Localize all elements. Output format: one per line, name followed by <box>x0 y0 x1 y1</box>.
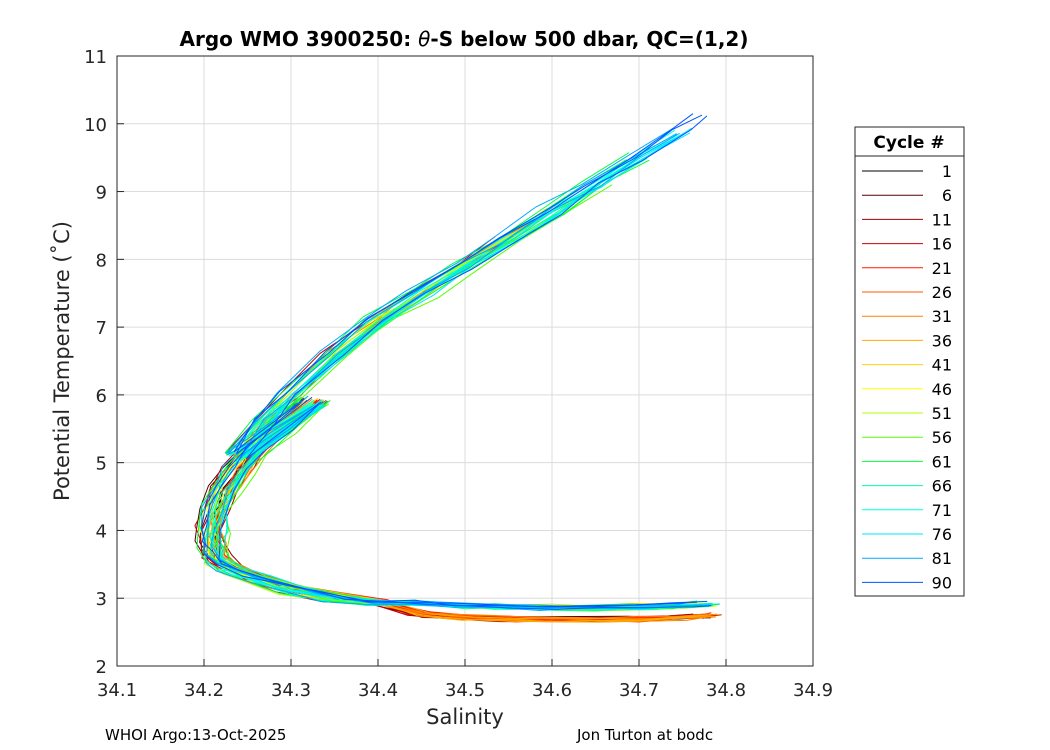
profile-line-cycle-71 <box>203 132 702 610</box>
profile-curves <box>194 113 722 623</box>
footer-right: Jon Turton at bodc <box>577 726 714 744</box>
profile-line-cycle-61 <box>198 152 698 607</box>
profile-line-cycle-66 <box>215 154 712 610</box>
x-tick-label: 34.2 <box>184 680 224 701</box>
y-tick-label: 4 <box>96 521 107 542</box>
y-tick-label: 3 <box>96 589 107 610</box>
profile-line-cycle-71 <box>210 132 710 611</box>
legend-label: 51 <box>932 404 952 423</box>
legend-label: 66 <box>932 477 952 496</box>
legend-label: 6 <box>942 186 952 205</box>
profile-line-cycle-81 <box>210 132 712 610</box>
profile-line-cycle-81 <box>201 127 692 608</box>
legend-label: 61 <box>932 452 952 471</box>
x-tick-label: 34.6 <box>532 680 572 701</box>
profile-line-cycle-76 <box>221 127 720 610</box>
x-tick-label: 34.5 <box>445 680 485 701</box>
legend-label: 71 <box>932 501 952 520</box>
legend-label: 41 <box>932 356 952 375</box>
y-tick-label: 11 <box>84 47 107 68</box>
y-tick-label: 5 <box>96 454 107 475</box>
legend-title: Cycle # <box>873 133 944 153</box>
legend-label: 31 <box>932 307 952 326</box>
profile-line-cycle-51 <box>206 187 710 611</box>
legend-box <box>854 126 965 597</box>
profile-line-cycle-61 <box>196 159 695 610</box>
profile-line-cycle-71 <box>207 129 705 610</box>
legend-label: 16 <box>932 235 952 254</box>
profile-line-cycle-76 <box>212 132 712 610</box>
chart-title-symbol: θ <box>418 27 430 51</box>
chart-title: Argo WMO 3900250: θ-S below 500 dbar, QC… <box>180 27 749 51</box>
footer-left: WHOI Argo:13-Oct-2025 <box>105 726 287 744</box>
x-tick-label: 34.8 <box>706 680 746 701</box>
y-tick-label: 9 <box>96 183 107 204</box>
x-tick-label: 34.4 <box>358 680 398 701</box>
legend: Cycle # 16111621263136414651566166717681… <box>854 126 965 597</box>
x-tick-label: 34.1 <box>97 680 137 701</box>
legend-label: 21 <box>932 259 952 278</box>
legend-label: 26 <box>932 283 952 302</box>
y-tick-label: 6 <box>96 386 107 407</box>
x-axis-ticks: 34.1 34.2 34.3 34.4 34.5 34.6 34.7 34.8 34.9 <box>97 659 833 701</box>
profile-line-cycle-51 <box>201 188 705 611</box>
profile-line-cycle-90 <box>200 113 698 608</box>
legend-label: 56 <box>932 428 952 447</box>
y-tick-label: 7 <box>96 318 107 339</box>
legend-label: 46 <box>932 380 952 399</box>
legend-label: 36 <box>932 331 952 350</box>
profile-line-cycle-81 <box>205 133 702 612</box>
x-tick-label: 34.9 <box>793 680 833 701</box>
chart-title-prefix: Argo WMO 3900250: <box>180 27 419 51</box>
y-axis-label: Potential Temperature (˚C) <box>50 221 74 501</box>
x-axis-label: Salinity <box>426 705 504 729</box>
legend-label: 11 <box>932 210 952 229</box>
legend-label: 90 <box>932 573 952 592</box>
profile-line-cycle-51 <box>212 185 710 610</box>
chart-title-suffix: -S below 500 dbar, QC=(1,2) <box>430 27 748 51</box>
profile-line-cycle-90 <box>218 115 712 610</box>
y-tick-label: 8 <box>96 250 107 271</box>
legend-label: 81 <box>932 549 952 568</box>
y-axis-ticks: 2 3 4 5 6 7 8 9 10 11 <box>84 47 124 678</box>
legend-label: 76 <box>932 525 952 544</box>
profile-line-cycle-76 <box>219 131 709 610</box>
x-tick-label: 34.7 <box>619 680 659 701</box>
profile-line-cycle-90 <box>201 114 708 608</box>
grid-lines <box>116 55 814 667</box>
x-tick-label: 34.3 <box>271 680 311 701</box>
legend-label: 1 <box>942 162 952 181</box>
y-tick-label: 10 <box>84 115 107 136</box>
y-tick-label: 2 <box>96 657 107 678</box>
